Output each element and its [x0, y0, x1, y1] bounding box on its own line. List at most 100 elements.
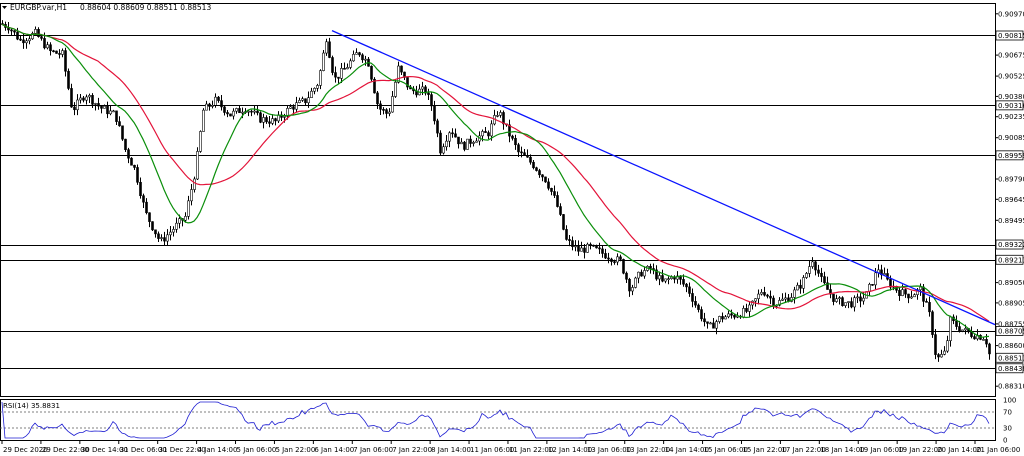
candle-body: [40, 36, 43, 39]
candle-body: [31, 33, 34, 40]
candle-body: [67, 70, 70, 89]
rsi-indicator: 100 70 30 0: [0, 397, 1016, 445]
candle-body: [289, 106, 292, 109]
candle-body: [265, 117, 268, 123]
candle-body: [211, 104, 214, 107]
candle-body: [664, 278, 667, 282]
candle-body: [574, 245, 577, 248]
candle-body: [490, 123, 493, 137]
candle-body: [622, 259, 625, 274]
candle-body: [463, 141, 466, 150]
candle-body: [859, 296, 862, 302]
candle-body: [226, 112, 229, 115]
candle-body: [253, 110, 256, 113]
candle-body: [91, 95, 94, 105]
candle-body: [247, 110, 250, 113]
candle-body: [382, 109, 385, 111]
price-tick-label: 0.88513: [998, 354, 1024, 362]
candle-body: [628, 278, 631, 292]
candle-body: [742, 308, 745, 318]
price-tick-label: 0.89213: [998, 256, 1024, 264]
candle-body: [907, 293, 910, 299]
candle-body: [310, 90, 313, 98]
candle-body: [349, 60, 352, 68]
candle-body: [544, 176, 547, 183]
candle-body: [862, 297, 865, 302]
candle-body: [448, 132, 451, 142]
candle-body: [196, 151, 199, 180]
time-tick-label: 21 Jan 06:00: [976, 446, 1020, 454]
price-tick-label: 0.90085: [998, 134, 1024, 142]
main-panel-frame: [0, 3, 996, 397]
candle-body: [433, 105, 436, 122]
candle-body: [229, 113, 232, 117]
candle-body: [988, 343, 991, 355]
candle-body: [88, 95, 91, 98]
rsi-line: [1, 401, 990, 439]
candle-body: [58, 53, 61, 55]
candle-body: [22, 39, 25, 44]
candle-body: [568, 239, 571, 241]
candle-body: [442, 146, 445, 154]
candle-body: [166, 234, 169, 242]
candle-body: [736, 315, 739, 318]
candle-body: [466, 138, 469, 150]
candle-body: [397, 65, 400, 83]
candle-body: [763, 292, 766, 296]
candle-body: [307, 97, 310, 104]
candle-body: [838, 297, 841, 300]
time-tick-label: 11 Jan 06:00: [470, 446, 514, 454]
candle-body: [340, 68, 343, 79]
rsi-tick-label: 0: [1003, 437, 1007, 445]
time-tick-label: 19 Jan 06:00: [859, 446, 903, 454]
candle-body: [271, 118, 274, 124]
candle-body: [769, 295, 772, 299]
candle-body: [13, 30, 16, 33]
price-tick-label: 0.88438: [998, 365, 1024, 373]
time-tick-label: 31 Dec 06:00: [120, 446, 167, 454]
candle-body: [25, 40, 28, 44]
candle-body: [772, 297, 775, 306]
candle-body: [49, 44, 52, 52]
symbol-label: EURGBP.var,H1: [10, 3, 67, 12]
candle-body: [847, 301, 850, 303]
chevron-down-icon[interactable]: [2, 6, 7, 9]
candle-body: [607, 257, 610, 260]
candle-body: [235, 108, 238, 112]
candle-body: [175, 222, 178, 230]
candle-body: [718, 316, 721, 322]
candle-body: [55, 50, 58, 54]
candle-body: [481, 131, 484, 137]
candle-body: [391, 96, 394, 113]
candle-body: [241, 111, 244, 114]
candle-body: [292, 106, 295, 110]
candle-body: [925, 301, 928, 303]
candle-body: [439, 132, 442, 154]
time-tick-label: 15 Jan 22:00: [742, 446, 786, 454]
time-tick-label: 5 Jan 22:00: [275, 446, 315, 454]
candle-body: [82, 97, 85, 101]
time-tick-label: 6 Jan 14:00: [314, 446, 354, 454]
candle-body: [178, 218, 181, 224]
time-tick-label: 29 Dec 2020: [3, 446, 48, 454]
candle-body: [217, 96, 220, 101]
candle-body: [727, 313, 730, 318]
candle-body: [319, 70, 322, 86]
candle-body: [37, 29, 40, 37]
candle-body: [190, 189, 193, 202]
candle-body: [535, 167, 538, 171]
candle-body: [832, 293, 835, 302]
time-tick-label: 17 Jan 22:00: [781, 446, 825, 454]
candle-body: [955, 320, 958, 327]
price-level-marker: [995, 30, 1024, 41]
candle-body: [538, 170, 541, 176]
candle-body: [553, 191, 556, 196]
candle-body: [973, 336, 976, 340]
time-tick-label: 8 Jan 14:00: [431, 446, 471, 454]
price-tick-label: 0.88705: [998, 327, 1024, 335]
time-tick-label: 18 Jan 14:00: [820, 446, 864, 454]
